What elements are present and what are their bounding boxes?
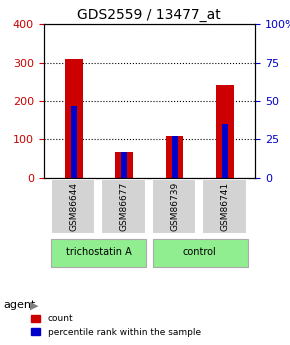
Title: GDS2559 / 13477_at: GDS2559 / 13477_at	[77, 8, 221, 22]
Text: GSM86644: GSM86644	[69, 182, 78, 231]
Bar	[166, 136, 183, 178]
Bar	[115, 152, 133, 178]
FancyBboxPatch shape	[202, 179, 246, 234]
Bar	[71, 106, 77, 178]
FancyBboxPatch shape	[152, 179, 196, 234]
Bar	[121, 152, 127, 178]
Text: GSM86677: GSM86677	[120, 182, 129, 231]
Bar	[65, 59, 83, 178]
Legend: count, percentile rank within the sample: count, percentile rank within the sample	[28, 311, 204, 341]
Bar	[171, 136, 177, 178]
Text: agent: agent	[3, 300, 35, 310]
Text: control: control	[183, 247, 217, 257]
FancyBboxPatch shape	[51, 179, 95, 234]
FancyBboxPatch shape	[102, 179, 146, 234]
Bar	[216, 85, 234, 178]
Bar	[222, 124, 228, 178]
Text: GSM86741: GSM86741	[220, 182, 229, 231]
FancyBboxPatch shape	[153, 239, 248, 267]
Text: ▶: ▶	[30, 300, 39, 310]
Text: trichostatin A: trichostatin A	[66, 247, 132, 257]
Text: GSM86739: GSM86739	[170, 182, 179, 231]
FancyBboxPatch shape	[51, 239, 146, 267]
